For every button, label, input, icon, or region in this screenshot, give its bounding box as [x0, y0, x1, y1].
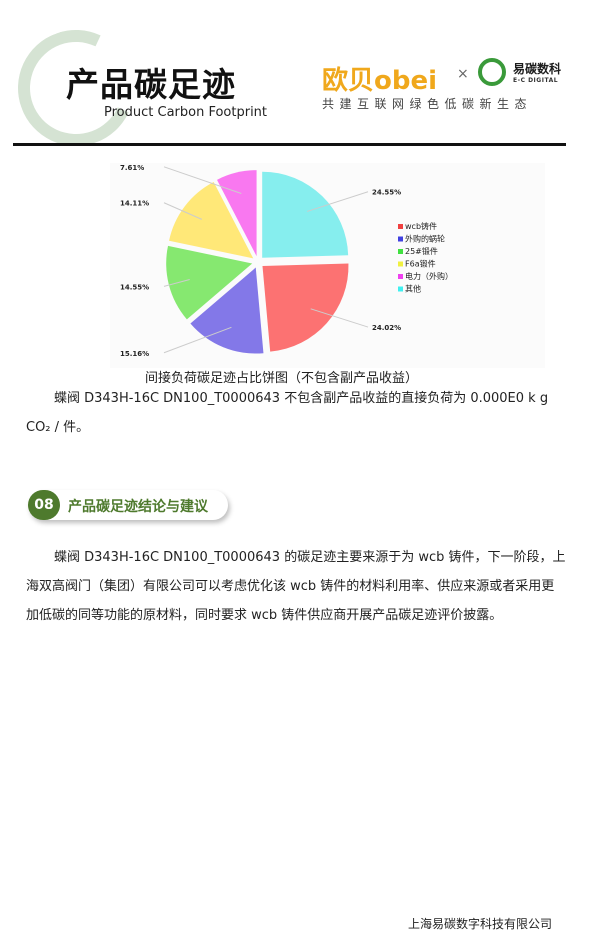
section-title: 产品碳足迹结论与建议 [68, 499, 208, 515]
legend-label: F6a锻件 [405, 259, 436, 269]
legend-label: wcb铸件 [405, 221, 437, 231]
page-subtitle: Product Carbon Footprint [104, 105, 268, 120]
pie-slice [262, 263, 349, 352]
legend-label: 外购的蜗轮 [405, 234, 445, 244]
pie-data-label: 14.55% [120, 283, 149, 291]
direct-load-paragraph: 蝶阀 D343H-16C DN100_T0000643 不包含副产品收益的直接负… [26, 391, 549, 435]
ec-digital-logo-icon [478, 58, 506, 86]
section-number: 08 [28, 490, 60, 520]
pie-data-label: 15.16% [120, 350, 149, 358]
pie-slice [217, 170, 257, 257]
obei-logo: 欧贝obei [322, 66, 438, 96]
legend-label: 其他 [405, 284, 421, 294]
legend-label: 25#锻件 [405, 246, 438, 256]
ec-digital-logo-en: E-C DIGITAL [513, 77, 559, 84]
slogan: 共建互联网绿色低碳新生态 [322, 97, 533, 111]
legend-swatch [398, 236, 403, 242]
collab-separator: × [457, 66, 469, 82]
legend-swatch [398, 274, 403, 279]
pie-data-label: 7.61% [120, 164, 144, 172]
pie-slice [262, 171, 349, 258]
footer-company: 上海易碳数字科技有限公司 [407, 917, 552, 931]
pie-leader-line [306, 191, 369, 212]
pie-data-label: 24.55% [372, 189, 401, 197]
pie-leader-line [163, 202, 203, 220]
pie-slice [169, 182, 254, 259]
chart-caption: 间接负荷碳足迹占比饼图（不包含副产品收益） [145, 371, 419, 386]
pie-slice [166, 245, 253, 320]
legend-swatch [398, 224, 403, 229]
section-header: 08 产品碳足迹结论与建议 [28, 490, 228, 520]
pie-leader-line [163, 279, 190, 287]
pie-leader-line [163, 166, 242, 194]
pie-chart-svg: 24.55% 24.02% 15.16% 14.55% 14.11% 7.61% wcb铸件… [120, 164, 453, 358]
conclusion-paragraph: 蝶阀 D343H-16C DN100_T0000643 的碳足迹主要来源于为 w… [26, 550, 566, 623]
legend-label: 电力（外购） [405, 271, 453, 281]
pie-leader-line [163, 326, 232, 354]
page-title: 产品碳足迹 [66, 65, 236, 104]
pie-chart: 24.55% 24.02% 15.16% 14.55% 14.11% 7.61% wcb铸件… [110, 163, 545, 368]
header-divider [13, 143, 566, 146]
pie-data-label: 24.02% [372, 324, 401, 332]
ec-digital-logo-text: 易碳数科 [513, 62, 562, 76]
legend-swatch [398, 261, 403, 267]
legend-swatch [398, 286, 403, 292]
pie-slice [190, 267, 264, 354]
legend-swatch [398, 249, 403, 254]
pie-data-label: 14.11% [120, 200, 149, 208]
pie-leader-line [310, 308, 369, 328]
